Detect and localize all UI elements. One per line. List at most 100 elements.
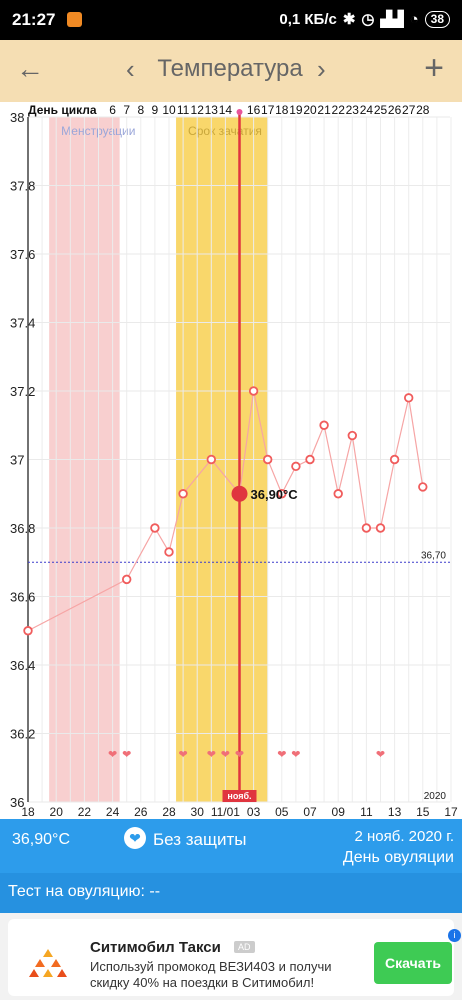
temperature-point: [418, 482, 428, 492]
year-label: 2020: [424, 791, 447, 802]
citymobil-logo-icon: [29, 949, 67, 977]
ad-banner: Ситимобил Такси AD Используй промокод ВЕ…: [0, 913, 462, 1000]
cycle-day-tick: 7: [123, 103, 130, 117]
y-tick-label: 37.6: [10, 247, 35, 262]
axes-layer: 36 36.2 36.4 36.6 36.8 37 37.2 37.4 37.6 37.8 38 Де…: [10, 103, 458, 819]
date-tick-label: 20: [50, 805, 64, 819]
date-tick-label: 22: [78, 805, 92, 819]
date-tick-label: 24: [106, 805, 120, 819]
coverline-label: 36,70: [421, 550, 446, 561]
status-bar: 21:27 0,1 КБ/с ✱ ◷ ▟▟ ◔ 38: [0, 0, 462, 40]
cycle-day-tick: 17: [261, 103, 275, 117]
ovulation-label: День овуляции: [342, 849, 454, 866]
y-tick-label: 36.2: [10, 727, 35, 742]
coverline-layer: 36,70: [28, 550, 450, 563]
temperature-point: [361, 523, 372, 533]
temperature-point: [319, 420, 329, 430]
cycle-day-tick: 8: [137, 103, 144, 117]
heart-icon[interactable]: ❤: [124, 827, 146, 849]
heart-icon: ❤: [108, 748, 117, 761]
hearts-layer: ❤ ❤ ❤ ❤ ❤ ❤ ❤ ❤ ❤: [108, 748, 385, 761]
date-tick-label: 15: [416, 805, 430, 819]
y-tick-label: 37.4: [10, 316, 35, 331]
protection-status[interactable]: Без защиты: [153, 830, 247, 849]
ad-download-button[interactable]: Скачать: [374, 942, 452, 984]
date-tick-label: 30: [191, 805, 205, 819]
alarm-icon: ◷: [361, 11, 375, 28]
ad-info-icon[interactable]: i: [448, 929, 461, 942]
y-tick-label: 37.2: [10, 384, 35, 399]
temperature-point: [121, 574, 132, 585]
date-tick-label: 05: [275, 805, 289, 819]
selected-layer: нояб.: [222, 109, 257, 802]
temperature-point: [248, 386, 259, 396]
temperature-point: [291, 461, 301, 472]
status-right: 0,1 КБ/с ✱ ◷ ▟▟ ◔ 38: [279, 10, 450, 28]
y-tick-label: 36: [10, 795, 24, 810]
temperature-point: [23, 626, 33, 636]
cycle-day-tick: 13: [205, 103, 219, 117]
temperature-point: [333, 489, 343, 499]
heart-icon: ❤: [122, 748, 131, 761]
bluetooth-icon: ✱: [342, 11, 356, 28]
heart-icon: ❤: [178, 748, 187, 761]
y-tick-label: 36.6: [10, 590, 35, 605]
date-tick-label: 11/01: [211, 805, 240, 819]
ad-badge: AD: [234, 941, 255, 953]
cycle-day-tick: 21: [317, 103, 331, 117]
signal-icon: ▟▟: [380, 11, 404, 28]
selected-temperature[interactable]: 36,90°C: [12, 831, 70, 848]
date-tick-label: 18: [21, 805, 35, 819]
notification-app-icon: [67, 12, 82, 27]
y-tick-label: 36.8: [10, 521, 35, 536]
status-time: 21:27: [12, 10, 56, 29]
ad-text: Используй промокод ВЕЗИ403 и получи скид…: [90, 959, 332, 990]
cycle-day-tick: 24: [360, 103, 374, 117]
ovulation-test-bar[interactable]: Тест на овуляцию: --: [0, 873, 462, 913]
y-tick-label: 37: [10, 453, 24, 468]
cycle-day-tick: 26: [388, 103, 402, 117]
app-bar: ← ‹ Температура › +: [0, 40, 462, 102]
cycle-day-tick: 16: [247, 103, 261, 117]
series-layer: 36,90°C: [23, 386, 428, 636]
heart-icon: ❤: [207, 748, 216, 761]
heart-icon: ❤: [235, 748, 244, 761]
temperature-point: [263, 454, 273, 465]
cycle-day-tick: 19: [289, 103, 303, 117]
selected-day-top-dot: [236, 109, 243, 115]
date-tick-label: 11: [360, 805, 373, 819]
temperature-point: [347, 430, 357, 441]
add-icon[interactable]: +: [424, 49, 444, 87]
date-tick-label: 26: [134, 805, 148, 819]
cycle-day-tick: 10: [162, 103, 176, 117]
chevron-left-icon[interactable]: ‹: [126, 54, 135, 84]
ad-title: Ситимобил Такси: [90, 939, 221, 956]
cycle-day-tick: 9: [152, 103, 159, 117]
back-arrow-icon[interactable]: ←: [16, 53, 44, 84]
cycle-day-tick: 11: [177, 103, 190, 117]
wifi-icon: ◔: [409, 10, 419, 28]
cycle-day-tick: 12: [191, 103, 205, 117]
chevron-right-icon[interactable]: ›: [317, 54, 326, 84]
ovulation-test-label: Тест на овуляцию: --: [8, 883, 161, 900]
cycle-day-tick: 6: [109, 103, 116, 117]
y-tick-label: 37.8: [10, 179, 35, 194]
selected-temperature-label: 36,90°C: [251, 487, 299, 502]
temperature-point: [150, 523, 160, 533]
cycle-day-tick: 28: [416, 103, 430, 117]
date-tick-label: 17: [444, 805, 458, 819]
selected-day-info: 36,90°C ❤ Без защиты 2 нояб. 2020 г. Ден…: [0, 819, 462, 873]
cycle-day-tick: 22: [332, 103, 346, 117]
temperature-point: [305, 454, 315, 465]
ad-card[interactable]: Ситимобил Такси AD Используй промокод ВЕ…: [8, 919, 461, 996]
cycle-day-tick: 25: [374, 103, 388, 117]
cycle-day-tick: 14: [219, 103, 233, 117]
temperature-point: [389, 454, 400, 465]
date-tick-label: 28: [162, 805, 176, 819]
date-tick-label: 09: [332, 805, 346, 819]
cycle-day-label: День цикла: [28, 103, 97, 117]
cycle-day-tick: 20: [303, 103, 317, 117]
selected-date: 2 нояб. 2020 г.: [354, 828, 454, 845]
page-title: Температура: [157, 55, 303, 82]
